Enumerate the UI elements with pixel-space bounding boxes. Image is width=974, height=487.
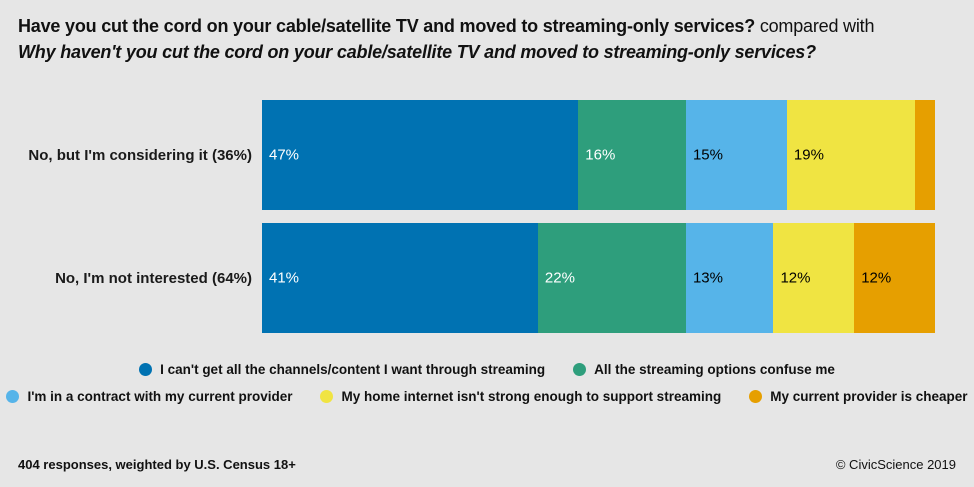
segment-value-label: 16%: [585, 146, 616, 164]
bar-segment: [914, 100, 935, 210]
chart-subtitle-question: Why haven't you cut the cord on your cab…: [18, 42, 816, 62]
bar-segment: 47%: [262, 100, 579, 210]
legend-item: I'm in a contract with my current provid…: [6, 389, 292, 404]
bars: No, but I'm considering it (36%) 47% 16% 15…: [0, 100, 974, 333]
chart-header: Have you cut the cord on your cable/sate…: [18, 13, 962, 65]
legend-dot-icon: [320, 390, 334, 403]
stacked-bar: 41% 22% 13% 12% 12%: [262, 223, 935, 333]
bar-segment: 15%: [685, 100, 787, 210]
bar-segment: 16%: [578, 100, 686, 210]
stacked-bar-chart: No, but I'm considering it (36%) 47% 16% 15…: [0, 100, 974, 346]
bar-segment: 22%: [537, 223, 686, 333]
source-note: 404 responses, weighted by U.S. Census 1…: [18, 457, 296, 472]
bar-segment: 12%: [854, 223, 935, 333]
bar-segment: 12%: [773, 223, 855, 333]
legend-dot-icon: [749, 390, 763, 403]
legend-label: My home internet isn't strong enough to …: [341, 389, 722, 404]
chart-title-question: Have you cut the cord on your cable/sate…: [18, 16, 756, 36]
legend-item: I can't get all the channels/content I w…: [139, 362, 545, 377]
legend-dot-icon: [573, 363, 587, 376]
segment-value-label: 22%: [544, 269, 575, 287]
legend-row: I can't get all the channels/content I w…: [0, 362, 974, 377]
copyright-note: © CivicScience 2019: [835, 457, 956, 472]
legend-dot-icon: [6, 390, 20, 403]
legend-label: I can't get all the channels/content I w…: [160, 362, 546, 377]
legend-label: All the streaming options confuse me: [594, 362, 835, 377]
segment-value-label: 13%: [692, 269, 723, 287]
category-label: No, but I'm considering it (36%): [28, 146, 252, 164]
category-label: No, I'm not interested (64%): [55, 269, 252, 287]
bar-segment: 41%: [262, 223, 538, 333]
legend-label: I'm in a contract with my current provid…: [27, 389, 293, 404]
segment-value-label: 12%: [780, 269, 811, 287]
legend-label: My current provider is cheaper: [770, 389, 968, 404]
legend-item: My home internet isn't strong enough to …: [320, 389, 721, 404]
chart-title-compared-with: compared with: [755, 16, 875, 36]
legend-row: I'm in a contract with my current provid…: [0, 389, 974, 404]
legend-dot-icon: [139, 363, 153, 376]
bar-row: No, I'm not interested (64%) 41% 22% 13% 12%…: [0, 223, 974, 333]
chart-title: Have you cut the cord on your cable/sate…: [18, 13, 962, 39]
legend: I can't get all the channels/content I w…: [0, 362, 974, 416]
segment-value-label: 19%: [793, 146, 824, 164]
legend-item: All the streaming options confuse me: [573, 362, 835, 377]
legend-item: My current provider is cheaper: [749, 389, 968, 404]
bar-segment: 13%: [685, 223, 774, 333]
segment-value-label: 12%: [861, 269, 892, 287]
bar-segment: 19%: [786, 100, 915, 210]
segment-value-label: 47%: [269, 146, 300, 164]
segment-value-label: 15%: [692, 146, 723, 164]
segment-value-label: 41%: [269, 269, 300, 287]
bar-row: No, but I'm considering it (36%) 47% 16% 15…: [0, 100, 974, 210]
stacked-bar: 47% 16% 15% 19%: [262, 100, 935, 210]
